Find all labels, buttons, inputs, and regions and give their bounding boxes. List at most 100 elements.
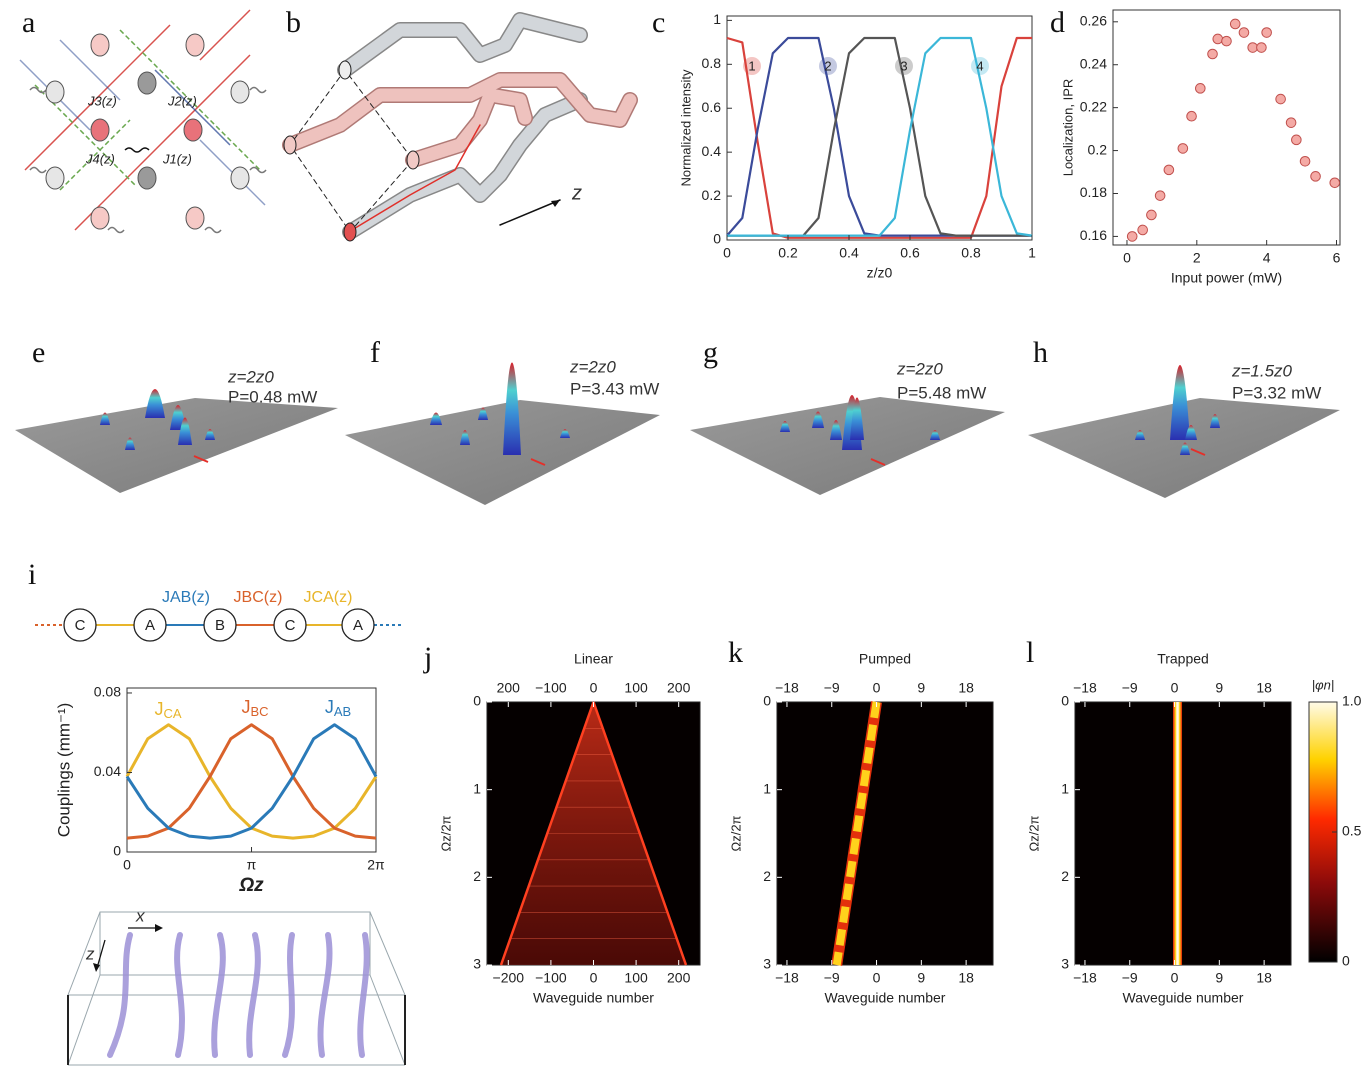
legend-label: JAB	[325, 697, 351, 720]
annotation: z=1.5z0	[1231, 361, 1293, 380]
heatmap-image	[831, 701, 882, 966]
scatter-point	[1207, 48, 1218, 60]
y-tick-label: 2	[1061, 868, 1069, 884]
x-tick-label: 0	[873, 970, 881, 986]
x2-tick-label: 18	[958, 680, 974, 696]
scatter-point	[1163, 164, 1175, 176]
axis-label: x	[135, 906, 145, 925]
colorbar-label: |φn|	[1312, 677, 1334, 692]
scatter-point	[1146, 209, 1157, 221]
panel-label: c	[652, 6, 665, 39]
y-tick-label: 2	[473, 868, 481, 884]
heatmap-edge	[592, 701, 688, 966]
legend-marker	[819, 57, 837, 75]
x2-tick-label: −9	[1122, 680, 1138, 696]
y-tick-label: 1	[763, 780, 771, 796]
scatter-point	[1186, 110, 1197, 122]
scatter-point	[1256, 42, 1267, 53]
scatter-point	[1221, 35, 1232, 47]
panel-label: g	[703, 336, 718, 369]
annotation: P=3.43 mW	[570, 379, 659, 398]
scatter-point	[1137, 224, 1148, 236]
series-line	[126, 723, 377, 840]
y-tick-label: 3	[473, 956, 481, 972]
node-label: B	[215, 617, 225, 634]
legend-marker	[895, 57, 913, 75]
x-axis-label: z/z0	[867, 265, 893, 281]
x-tick-label: 0	[590, 970, 598, 986]
scatter-point	[1212, 33, 1224, 45]
x2-tick-label: 200	[497, 680, 521, 696]
x2-tick-label: 9	[1215, 680, 1223, 696]
axis-label: z	[571, 182, 582, 204]
y-tick-label: 0.04	[94, 763, 121, 779]
array-diagram: x z	[67, 906, 406, 1066]
x2-tick-label: −9	[824, 680, 840, 696]
heatmap-image	[499, 701, 688, 966]
panel-label: f	[370, 336, 380, 369]
annotation: z=2z0	[569, 357, 616, 376]
panel-label: k	[728, 636, 743, 669]
x-axis-label: Waveguide number	[825, 990, 946, 1006]
x2-tick-label: 200	[667, 680, 691, 696]
annotation: P=0.48 mW	[228, 387, 317, 406]
panel-label: i	[28, 558, 36, 591]
annotation: z=2z0	[227, 367, 274, 386]
y-axis-label: Couplings (mm⁻¹)	[54, 703, 73, 838]
y-tick-label: 0	[113, 843, 121, 859]
x-tick-label: 200	[667, 970, 691, 986]
x2-tick-label: 18	[1256, 680, 1272, 696]
colorbar-tick-label: 0.5	[1342, 823, 1362, 839]
y-tick-label: 1	[1061, 780, 1069, 796]
chain-diagram: C A B C A JAB(z) JBC(z) JCA(z)	[35, 589, 402, 642]
y-tick-label: 0.4	[702, 143, 722, 159]
annotation: P=3.32 mW	[1232, 383, 1321, 402]
panel-label: e	[32, 336, 45, 369]
y-tick-label: 0.16	[1080, 227, 1107, 243]
x-tick-label: 0.6	[900, 245, 920, 261]
x2-tick-label: −18	[1073, 680, 1097, 696]
x-tick-label: 0	[1123, 250, 1131, 266]
y-axis-label: Localization, IPR	[1060, 79, 1075, 177]
coupling-label: JAB(z)	[162, 589, 210, 606]
x-tick-label: 18	[958, 970, 974, 986]
y-tick-label: 0.2	[702, 187, 722, 203]
legend-label: 4	[976, 58, 983, 73]
coupling-label: J1(z)	[162, 151, 192, 166]
x-tick-label: 0.2	[778, 245, 798, 261]
y-tick-label: 3	[763, 956, 771, 972]
plot-frame	[726, 15, 1033, 241]
x2-tick-label: 0	[873, 680, 881, 696]
x-tick-label: 2π	[367, 857, 385, 873]
x-tick-label: 100	[624, 970, 648, 986]
scatter-point	[1275, 93, 1286, 105]
x-axis-label: Waveguide number	[1123, 990, 1244, 1006]
panel-label: d	[1050, 6, 1065, 39]
series-line	[125, 723, 378, 840]
y-axis-label: Normalized intensity	[678, 69, 693, 187]
x-tick-label: −200	[493, 970, 525, 986]
coupling-label: J2(z)	[167, 93, 197, 108]
node-label: A	[145, 617, 155, 634]
legend-marker	[971, 57, 989, 75]
axis-label: z	[85, 944, 95, 963]
x2-tick-label: 9	[917, 680, 925, 696]
colorbar-tick-label: 1.0	[1342, 693, 1362, 709]
x-tick-label: 9	[1215, 970, 1223, 986]
x-tick-label: −9	[824, 970, 840, 986]
y-axis-label: Ωz/2π	[1026, 815, 1041, 851]
x-tick-label: 18	[1256, 970, 1272, 986]
x-tick-label: −9	[1122, 970, 1138, 986]
scatter-point	[1291, 134, 1302, 146]
y-tick-label: 0.8	[702, 55, 722, 71]
legend-marker	[743, 57, 761, 75]
scatter-point	[1261, 27, 1272, 38]
heatmap-edge	[499, 701, 595, 966]
legend-label: JBC	[241, 697, 268, 720]
x-tick-label: 0	[123, 857, 131, 873]
y-tick-label: 1	[713, 11, 721, 27]
panel-label: l	[1026, 636, 1034, 669]
x-tick-label: −18	[1073, 970, 1097, 986]
